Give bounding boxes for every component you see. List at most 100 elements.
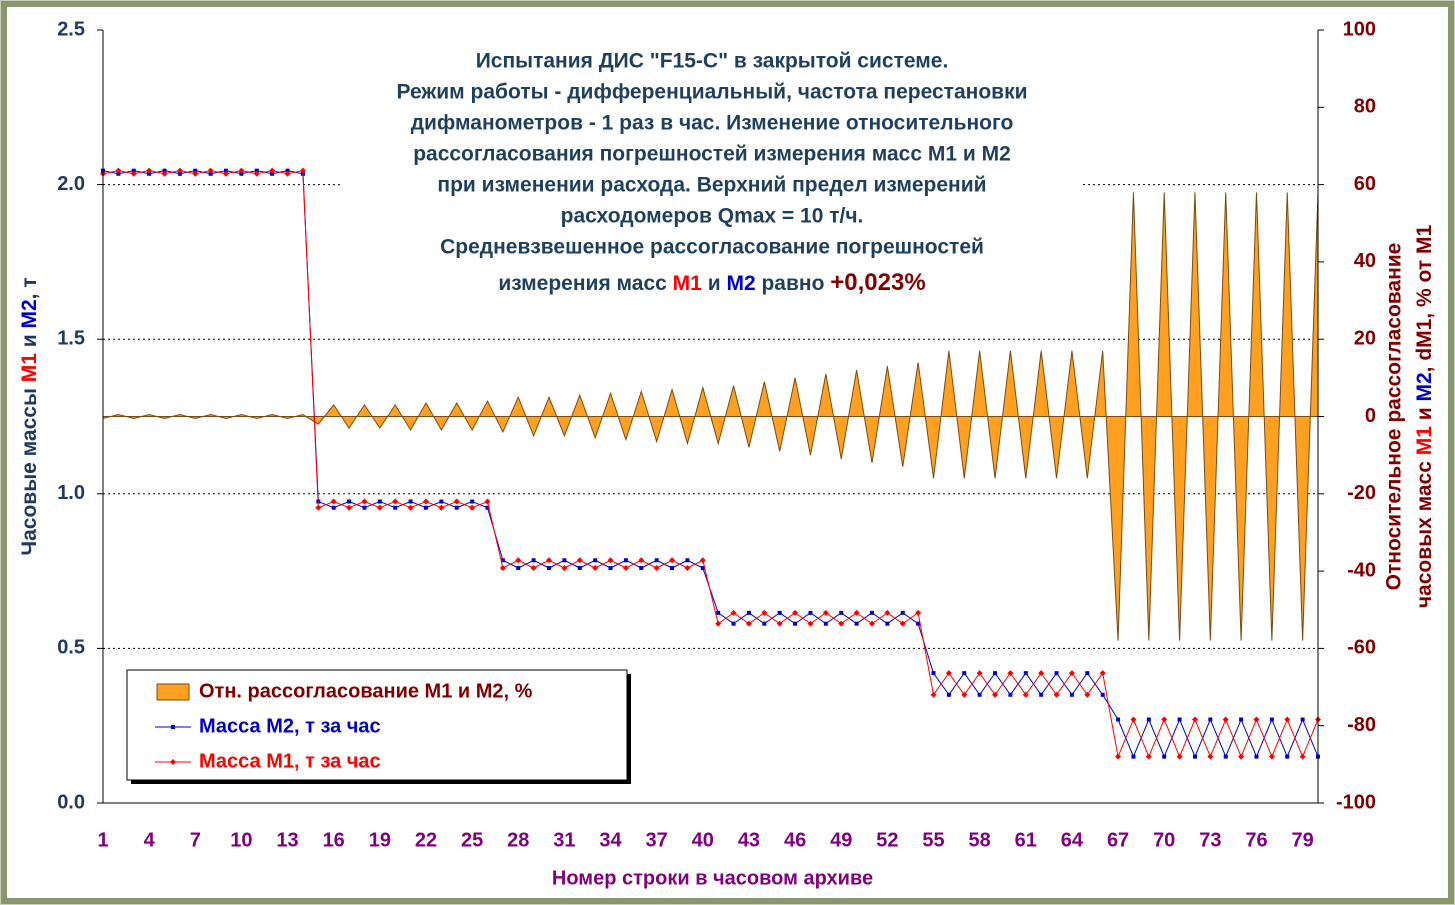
- y2-tick-label: -60: [1347, 637, 1376, 659]
- title-line: Режим работы - дифференциальный, частота…: [397, 81, 1028, 104]
- marker: [269, 167, 276, 174]
- marker: [423, 505, 428, 510]
- marker: [576, 557, 583, 564]
- y2-tick-label: 40: [1354, 250, 1376, 272]
- marker: [577, 566, 582, 571]
- marker: [992, 691, 999, 698]
- legend-label: Масса М2, т за час: [199, 715, 381, 737]
- marker: [716, 610, 721, 615]
- marker: [1239, 717, 1244, 722]
- x-tick-label: 55: [922, 829, 944, 851]
- marker: [270, 171, 275, 176]
- marker: [116, 171, 121, 176]
- marker: [1284, 716, 1291, 723]
- marker: [330, 498, 337, 505]
- legend-label: Масса М1, т за час: [199, 750, 381, 772]
- marker: [623, 558, 628, 563]
- marker: [1207, 753, 1214, 760]
- x-tick-label: 67: [1107, 829, 1129, 851]
- marker: [561, 565, 568, 572]
- marker: [608, 566, 613, 571]
- legend-swatch: [156, 683, 190, 701]
- marker: [516, 566, 521, 571]
- marker: [868, 620, 875, 627]
- marker: [1177, 717, 1182, 722]
- marker: [1176, 753, 1183, 760]
- marker: [1039, 692, 1044, 697]
- y-tick-label: 0.5: [57, 637, 85, 659]
- marker: [1300, 717, 1305, 722]
- marker: [1162, 754, 1167, 759]
- y-label-part: Часовые массы: [18, 382, 41, 555]
- marker: [530, 565, 537, 572]
- y2-tick-label: 100: [1343, 18, 1376, 40]
- marker: [346, 504, 353, 511]
- marker: [1085, 671, 1090, 676]
- marker: [1115, 753, 1122, 760]
- marker: [793, 621, 798, 626]
- marker: [869, 610, 874, 615]
- marker: [469, 504, 476, 511]
- title-line: расходомеров Qmax = 10 т/ч.: [561, 205, 864, 228]
- marker: [454, 505, 459, 510]
- marker: [900, 610, 905, 615]
- marker: [422, 498, 429, 505]
- marker: [362, 505, 367, 510]
- x-tick-label: 4: [144, 829, 156, 851]
- title-part: и: [702, 272, 727, 295]
- marker: [607, 557, 614, 564]
- y-label-part: М2: [18, 299, 41, 328]
- x-tick-label: 16: [323, 829, 345, 851]
- marker: [484, 498, 491, 505]
- marker: [347, 499, 352, 504]
- marker: [1069, 692, 1074, 697]
- y-tick-label: 0.0: [57, 791, 85, 813]
- marker: [361, 498, 368, 505]
- marker: [499, 565, 506, 572]
- marker: [854, 621, 859, 626]
- marker: [746, 610, 751, 615]
- x-tick-label: 79: [1291, 829, 1313, 851]
- marker: [331, 505, 336, 510]
- marker: [1268, 753, 1275, 760]
- marker: [238, 167, 245, 174]
- marker: [699, 557, 706, 564]
- y2-tick-label: 0: [1365, 405, 1376, 427]
- marker: [500, 558, 505, 563]
- marker: [684, 565, 691, 572]
- marker: [1100, 692, 1105, 697]
- marker: [1054, 671, 1059, 676]
- marker: [762, 621, 767, 626]
- marker: [622, 565, 629, 572]
- marker: [653, 565, 660, 572]
- marker: [1238, 753, 1245, 760]
- marker: [808, 610, 813, 615]
- y2-label-part: часовых масс: [1413, 455, 1436, 608]
- y2-label-part: и: [1413, 401, 1436, 426]
- marker: [715, 620, 722, 627]
- y2-tick-label: -20: [1347, 482, 1376, 504]
- y2-tick-label: 60: [1354, 173, 1376, 195]
- marker: [1253, 716, 1260, 723]
- x-tick-label: 58: [969, 829, 991, 851]
- marker: [1161, 716, 1168, 723]
- x-tick-label: 40: [692, 829, 714, 851]
- marker: [1053, 691, 1060, 698]
- marker: [177, 171, 182, 176]
- marker: [547, 566, 552, 571]
- y2-label-part: М2: [1413, 372, 1436, 401]
- marker: [899, 620, 906, 627]
- marker: [1068, 670, 1075, 677]
- marker: [285, 168, 290, 173]
- title-part: +0,023%: [830, 269, 925, 296]
- x-tick-label: 46: [784, 829, 806, 851]
- title-line: дифманометров - 1 раз в час. Изменение о…: [411, 112, 1014, 135]
- marker: [761, 609, 768, 616]
- marker: [669, 557, 676, 564]
- marker: [916, 621, 921, 626]
- x-tick-label: 49: [830, 829, 852, 851]
- y2-tick-label: 20: [1354, 327, 1376, 349]
- marker: [315, 504, 322, 511]
- marker: [239, 171, 244, 176]
